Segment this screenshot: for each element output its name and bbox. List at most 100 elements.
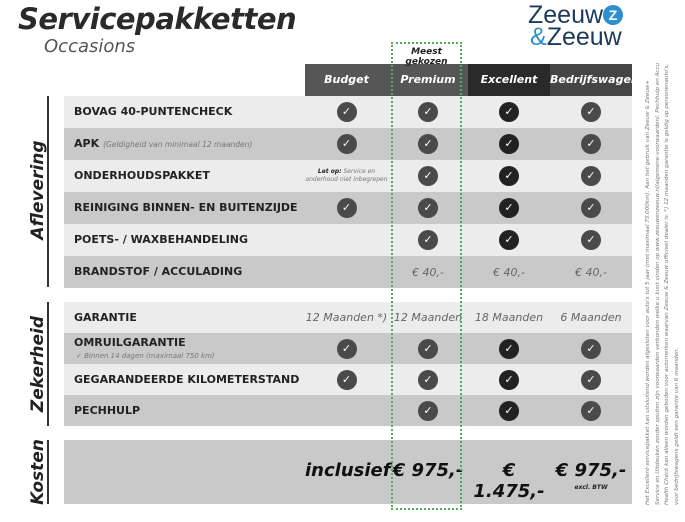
cell-excellent: ✓ <box>468 160 550 192</box>
cell-premium: ✓ <box>388 96 468 128</box>
check-icon: ✓ <box>418 338 438 359</box>
column-header-bedrijfswagens: Bedrijfswagens <box>550 64 645 96</box>
cell-bedrijfswagens: ✓ <box>550 96 632 128</box>
price-excellent: € 1.475,- <box>473 460 545 502</box>
table-row: GARANTIE 12 Maanden *) 12 Maanden 18 Maande… <box>64 302 632 333</box>
table-row: REINIGING BINNEN- EN BUITENZIJDE ✓ ✓ ✓ ✓ <box>64 192 632 224</box>
check-icon: ✓ <box>336 198 357 218</box>
cell-excellent: € 40,- <box>468 256 550 288</box>
cell-budget <box>305 256 388 288</box>
cell-budget: Let op: Service en onderhoud niet inbegr… <box>305 160 388 192</box>
check-icon: ✓ <box>499 102 519 122</box>
cell-excellent: 18 Maanden <box>468 302 550 333</box>
check-icon: ✓ <box>499 400 519 421</box>
row-label: PECHHULP <box>74 395 140 426</box>
row-label: REINIGING BINNEN- EN BUITENZIJDE <box>74 192 298 224</box>
cell-excellent: ✓ <box>468 364 550 395</box>
row-sublabel: ✓ Binnen 14 dagen (maximaal 750 km) <box>76 352 215 360</box>
check-icon: ✓ <box>336 338 357 359</box>
check-icon: ✓ <box>418 166 438 186</box>
table-row: OMRUILGARANTIE ✓ Binnen 14 dagen (maximaa… <box>64 333 632 364</box>
row-label: APK (Geldigheid van minimaal 12 maanden) <box>74 128 252 161</box>
section-zekerheid: GARANTIE 12 Maanden *) 12 Maanden 18 Maande… <box>64 302 632 426</box>
page-subtitle: Occasions <box>44 36 136 57</box>
table-row: ONDERHOUDSPAKKET Let op: Service en onder… <box>64 160 632 192</box>
row-label-text: APK <box>74 137 100 150</box>
cell-budget: ✓ <box>305 128 388 160</box>
column-header-excellent: Excellent <box>468 64 550 96</box>
cell-budget <box>305 224 388 256</box>
row-label-text: BOVAG 40-PUNTENCHECK <box>74 105 233 118</box>
check-icon: ✓ <box>418 134 438 154</box>
cell-budget <box>305 395 388 426</box>
most-chosen-label: Meest gekozen <box>405 47 448 67</box>
section-divider <box>47 440 49 504</box>
cell-premium: ✓ <box>388 364 468 395</box>
row-label-text: PECHHULP <box>74 404 141 417</box>
check-icon: ✓ <box>499 230 519 250</box>
section-aflevering: BOVAG 40-PUNTENCHECK ✓ ✓ ✓ ✓ APK (Geldigheid v… <box>64 96 632 288</box>
check-icon: ✓ <box>499 166 519 186</box>
cell-value: € 40,- <box>493 265 525 279</box>
cell-premium: ✓ <box>388 192 468 224</box>
cell-excellent: ✓ <box>468 333 550 364</box>
check-icon: ✓ <box>499 198 519 218</box>
page-title: Servicepakketten <box>18 2 297 36</box>
row-label-text: GARANTIE <box>74 311 137 324</box>
check-icon: ✓ <box>336 134 357 154</box>
check-icon: ✓ <box>499 134 519 154</box>
cell-excellent: ✓ <box>468 96 550 128</box>
cell-excellent: ✓ <box>468 192 550 224</box>
check-icon: ✓ <box>581 400 601 421</box>
row-label: BOVAG 40-PUNTENCHECK <box>74 96 232 128</box>
price-excl-btw: excl. BTW <box>574 484 608 491</box>
section-label-zekerheid: Zekerheid <box>28 315 48 413</box>
check-icon: ✓ <box>418 198 438 218</box>
check-icon: ✓ <box>418 102 438 122</box>
logo: Zeeuw Z &Zeeuw <box>528 1 638 50</box>
row-label-text: REINIGING BINNEN- EN BUITENZIJDE <box>74 201 298 214</box>
row-label: BRANDSTOF / ACCULADING <box>74 256 242 288</box>
cell-premium: 12 Maanden <box>388 302 468 333</box>
check-icon: ✓ <box>581 102 601 122</box>
cell-premium: ✓ <box>388 224 468 256</box>
column-header-premium: Premium <box>388 64 468 96</box>
check-icon: ✓ <box>418 230 438 250</box>
check-icon: ✓ <box>581 166 601 186</box>
row-label-text: OMRUILGARANTIE <box>74 336 186 349</box>
price-bedrijfswagens: € 975,- <box>555 460 627 481</box>
check-icon: ✓ <box>418 400 438 421</box>
table-row: APK (Geldigheid van minimaal 12 maanden) ✓… <box>64 128 632 160</box>
price-budget: inclusief <box>305 460 391 481</box>
cell-excellent: ✓ <box>468 128 550 160</box>
check-icon: ✓ <box>581 198 601 218</box>
cell-value: € 40,- <box>412 265 444 279</box>
check-icon: ✓ <box>336 102 357 122</box>
cell-value: 18 Maanden <box>474 311 544 324</box>
budget-note: Let op: Service en onderhoud niet inbegr… <box>305 168 388 184</box>
check-icon: ✓ <box>336 369 357 390</box>
check-icon: ✓ <box>418 369 438 390</box>
table-row: PECHHULP ✓ ✓ ✓ <box>64 395 632 426</box>
row-label: GEGARANDEERDE KILOMETERSTAND <box>74 364 299 395</box>
section-label-kosten: Kosten <box>28 439 48 505</box>
table-row: POETS- / WAXBEHANDELING ✓ ✓ ✓ <box>64 224 632 256</box>
logo-text: Zeeuw <box>528 1 604 29</box>
check-icon: ✓ <box>499 338 519 359</box>
cell-premium: ✓ <box>388 395 468 426</box>
cell-budget: ✓ <box>305 192 388 224</box>
cell-bedrijfswagens: ✓ <box>550 333 632 364</box>
row-label: GARANTIE <box>74 302 137 333</box>
cell-excellent: ✓ <box>468 224 550 256</box>
row-label-text: ONDERHOUDSPAKKET <box>74 169 210 182</box>
cell-bedrijfswagens: ✓ <box>550 364 632 395</box>
cell-budget: ✓ <box>305 333 388 364</box>
price-premium: € 975,- <box>392 460 464 481</box>
check-icon: ✓ <box>499 369 519 390</box>
row-label-text: GEGARANDEERDE KILOMETERSTAND <box>74 373 300 386</box>
section-divider <box>47 302 49 426</box>
table-row: BOVAG 40-PUNTENCHECK ✓ ✓ ✓ ✓ <box>64 96 632 128</box>
cell-premium: ✓ <box>388 128 468 160</box>
footnote: Het Excellent-servicepakket kan uitsluit… <box>645 62 680 505</box>
logo-mark-icon: Z <box>603 5 624 25</box>
